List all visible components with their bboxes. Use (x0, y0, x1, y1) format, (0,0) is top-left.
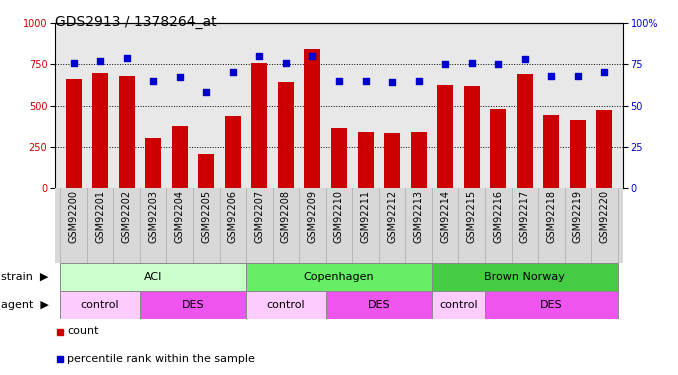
Point (281, 60, 292, 66)
Text: strain  ▶: strain ▶ (1, 272, 49, 282)
Text: GSM92207: GSM92207 (254, 190, 264, 243)
Text: GSM92215: GSM92215 (466, 190, 477, 243)
Text: GSM92200: GSM92200 (68, 190, 79, 243)
Bar (60, 263, 246, 291)
Text: GSM92211: GSM92211 (361, 190, 371, 243)
Bar (278, 82, 294, 188)
Bar (411, 132, 426, 188)
Bar (246, 291, 325, 319)
Bar (304, 50, 321, 188)
Point (599, 69, 610, 75)
Bar (140, 291, 246, 319)
Text: DES: DES (182, 300, 204, 310)
Point (546, 73, 557, 79)
Point (572, 73, 583, 79)
Text: GSM92212: GSM92212 (387, 190, 397, 243)
Text: control: control (266, 300, 305, 310)
Bar (570, 120, 586, 188)
Text: GSM92217: GSM92217 (520, 190, 530, 243)
Text: GSM92206: GSM92206 (228, 190, 238, 243)
Text: GSM92208: GSM92208 (281, 190, 291, 243)
Bar (490, 109, 506, 188)
Bar (145, 138, 161, 188)
Bar (384, 133, 400, 188)
Text: Copenhagen: Copenhagen (304, 272, 374, 282)
Point (174, 75, 185, 81)
Text: GSM92213: GSM92213 (414, 190, 424, 243)
Bar (246, 263, 432, 291)
Point (227, 69, 238, 75)
Bar (432, 291, 485, 319)
Bar (357, 132, 374, 188)
Text: DES: DES (367, 300, 390, 310)
Bar (199, 154, 214, 188)
Text: percentile rank within the sample: percentile rank within the sample (67, 354, 255, 364)
Text: GSM92203: GSM92203 (148, 190, 158, 243)
Point (386, 80, 397, 86)
Text: GSM92209: GSM92209 (307, 190, 317, 243)
Bar (119, 76, 135, 188)
Text: GSM92202: GSM92202 (121, 190, 132, 243)
Text: GSM92220: GSM92220 (599, 190, 610, 243)
Text: GSM92210: GSM92210 (334, 190, 344, 243)
Point (148, 78, 159, 84)
Text: control: control (81, 300, 119, 310)
Bar (225, 116, 241, 188)
Text: GSM92219: GSM92219 (573, 190, 583, 243)
Bar (597, 111, 612, 188)
Text: agent  ▶: agent ▶ (1, 300, 49, 310)
Bar (543, 116, 559, 188)
Bar (92, 72, 108, 188)
Point (440, 61, 451, 67)
Bar (325, 291, 432, 319)
Text: DES: DES (540, 300, 563, 310)
Text: GSM92216: GSM92216 (494, 190, 503, 243)
Point (307, 53, 318, 59)
Bar (60, 291, 140, 319)
Text: ACI: ACI (144, 272, 163, 282)
Point (519, 56, 530, 62)
Bar (66, 79, 81, 188)
Point (466, 60, 477, 66)
Text: GSM92218: GSM92218 (546, 190, 557, 243)
Bar (331, 128, 347, 188)
Point (121, 55, 132, 61)
Point (493, 61, 504, 67)
Text: GSM92204: GSM92204 (175, 190, 184, 243)
Bar (485, 291, 618, 319)
Text: control: control (439, 300, 478, 310)
Bar (517, 74, 533, 188)
Point (95, 58, 106, 64)
Point (201, 89, 212, 95)
Text: GDS2913 / 1378264_at: GDS2913 / 1378264_at (55, 15, 217, 29)
Text: GSM92201: GSM92201 (95, 190, 105, 243)
Bar (252, 63, 267, 188)
Text: Brown Norway: Brown Norway (484, 272, 565, 282)
Point (413, 78, 424, 84)
Bar (432, 263, 618, 291)
Text: GSM92205: GSM92205 (201, 190, 212, 243)
Text: GSM92214: GSM92214 (440, 190, 450, 243)
Bar (464, 86, 479, 188)
Point (254, 53, 265, 59)
Bar (172, 126, 188, 188)
Point (360, 78, 371, 84)
Point (334, 78, 344, 84)
Bar (437, 85, 453, 188)
Text: count: count (67, 327, 98, 336)
Point (68, 60, 79, 66)
